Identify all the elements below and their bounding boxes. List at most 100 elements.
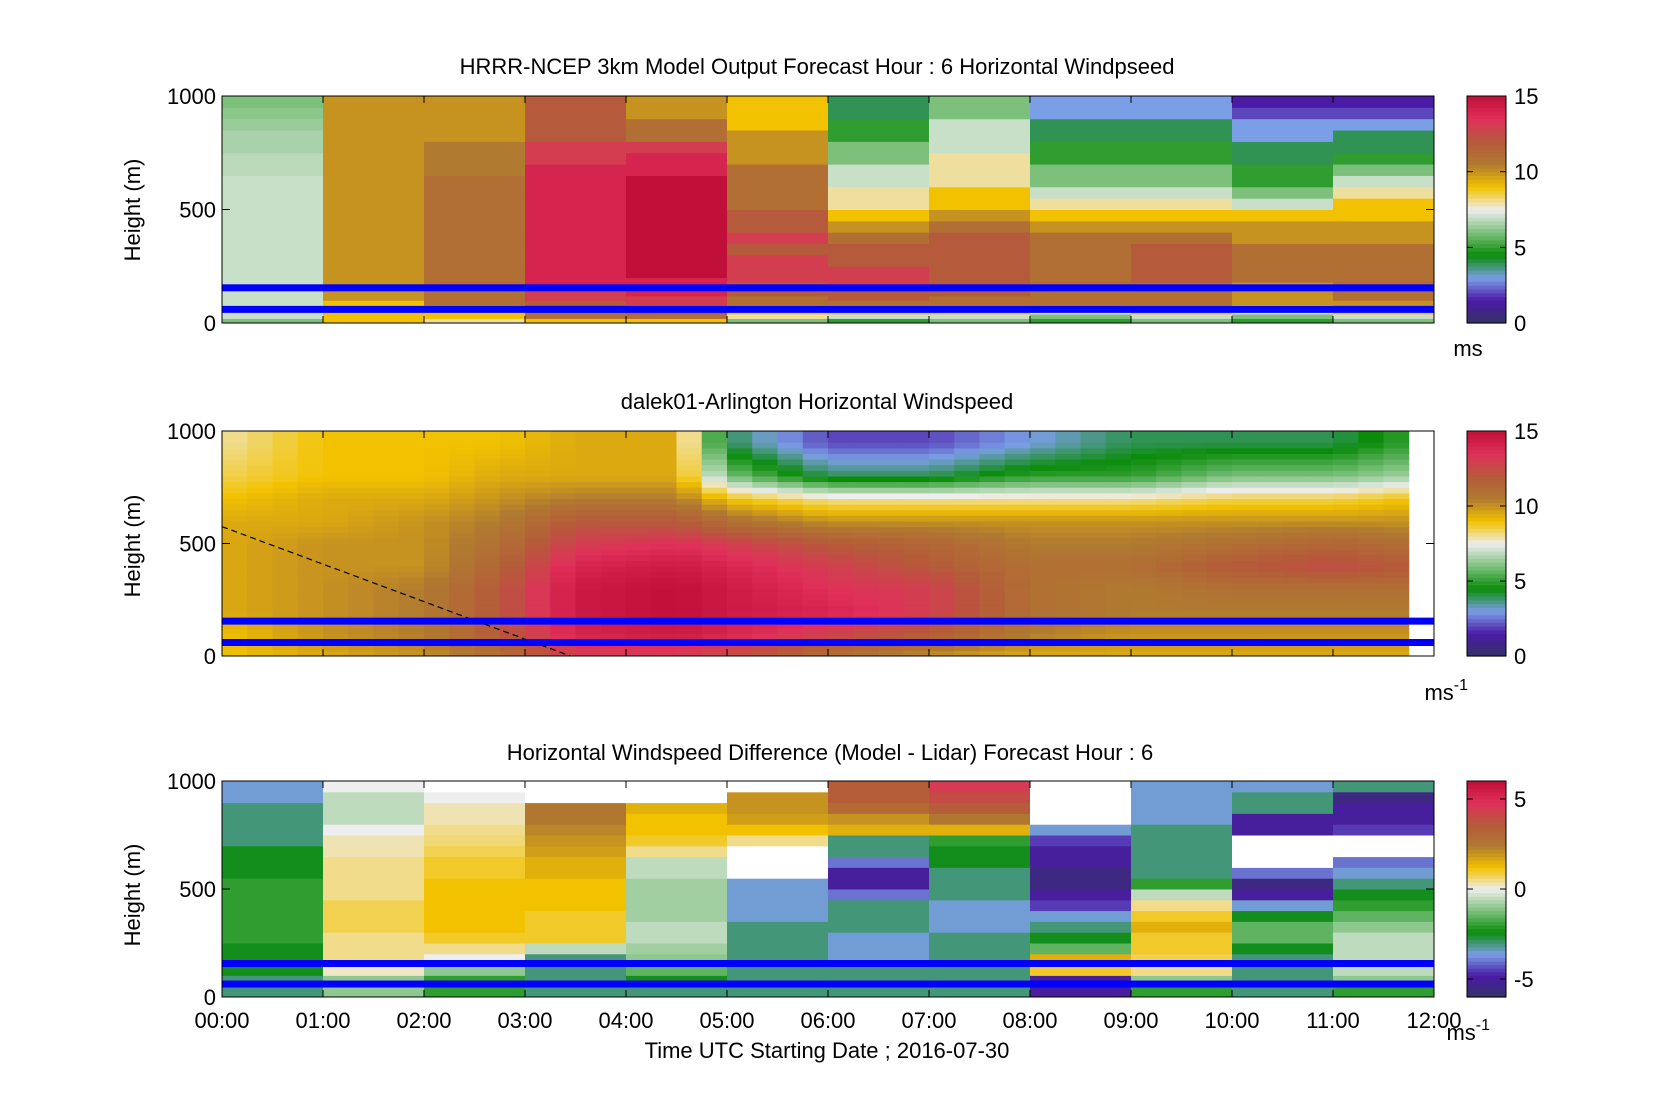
heatmap-cell bbox=[424, 633, 450, 640]
heatmap-cell bbox=[626, 644, 652, 651]
heatmap-cell bbox=[777, 622, 804, 629]
heatmap-cell bbox=[1257, 627, 1283, 634]
heatmap-cell bbox=[853, 611, 879, 618]
heatmap-cell bbox=[777, 577, 804, 584]
heatmap-cell bbox=[802, 633, 829, 640]
colorbar-segment bbox=[1467, 806, 1506, 811]
heatmap-cell bbox=[828, 605, 854, 612]
colorbar-segment bbox=[1467, 622, 1506, 627]
heatmap-cell bbox=[297, 532, 324, 539]
heatmap-cell bbox=[323, 599, 349, 606]
colorbar-segment bbox=[1467, 251, 1506, 256]
heatmap-cell bbox=[929, 318, 1031, 324]
heatmap-cell bbox=[550, 633, 576, 640]
heatmap-cell bbox=[929, 266, 1031, 279]
heatmap-cell bbox=[499, 650, 526, 657]
heatmap-cell bbox=[1131, 313, 1233, 319]
heatmap-cell bbox=[1004, 442, 1031, 449]
heatmap-cell bbox=[247, 459, 273, 466]
heatmap-cell bbox=[424, 442, 450, 449]
heatmap-cell bbox=[727, 588, 753, 595]
heatmap-cell bbox=[1232, 459, 1258, 466]
heatmap-cell bbox=[1257, 549, 1283, 556]
heatmap-cell bbox=[575, 566, 602, 573]
heatmap-cell bbox=[626, 266, 728, 279]
heatmap-cell bbox=[1333, 605, 1359, 612]
heatmap-cell bbox=[323, 476, 349, 483]
heatmap-cell bbox=[701, 644, 728, 651]
heatmap-cell bbox=[752, 504, 778, 511]
heatmap-cell bbox=[550, 487, 576, 494]
heatmap-cell bbox=[247, 588, 273, 595]
heatmap-cell bbox=[1004, 487, 1031, 494]
heatmap-cell bbox=[676, 504, 703, 511]
heatmap-cell bbox=[424, 845, 526, 858]
colorbar-tick-label: 0 bbox=[1514, 644, 1526, 669]
heatmap-cell bbox=[828, 824, 930, 836]
heatmap-cell bbox=[929, 464, 955, 471]
colorbar-segment bbox=[1467, 932, 1506, 937]
heatmap-cell bbox=[752, 650, 778, 657]
heatmap-cell bbox=[297, 543, 324, 550]
heatmap-cell bbox=[1282, 582, 1309, 589]
heatmap-cell bbox=[1004, 509, 1031, 516]
heatmap-cell bbox=[600, 627, 627, 634]
heatmap-cell bbox=[651, 627, 677, 634]
heatmap-cell bbox=[802, 509, 829, 516]
heatmap-cell bbox=[1131, 118, 1233, 131]
heatmap-cell bbox=[272, 481, 299, 488]
heatmap-cell bbox=[525, 487, 551, 494]
heatmap-cell bbox=[272, 532, 299, 539]
heatmap-cell bbox=[323, 232, 425, 245]
heatmap-cell bbox=[1131, 560, 1157, 567]
panel-model-ylabel: Height (m) bbox=[120, 159, 145, 262]
heatmap-cell bbox=[979, 566, 1006, 573]
heatmap-cell bbox=[979, 515, 1006, 522]
heatmap-cell bbox=[929, 509, 955, 516]
heatmap-cell bbox=[424, 96, 526, 108]
heatmap-cell bbox=[1257, 605, 1283, 612]
y-tick-label: 1000 bbox=[167, 84, 216, 109]
colorbar-segment bbox=[1467, 539, 1506, 545]
heatmap-cell bbox=[1232, 431, 1258, 438]
colorbar-segment bbox=[1467, 532, 1506, 537]
heatmap-cell bbox=[777, 470, 804, 477]
heatmap-cell bbox=[1333, 802, 1435, 814]
heatmap-cell bbox=[1181, 605, 1208, 612]
heatmap-cell bbox=[1232, 889, 1334, 901]
heatmap-cell bbox=[727, 96, 829, 108]
heatmap-cell bbox=[499, 431, 526, 438]
colorbar-segment bbox=[1467, 164, 1506, 169]
heatmap-cell bbox=[474, 515, 501, 522]
heatmap-cell bbox=[676, 459, 703, 466]
heatmap-cell bbox=[247, 504, 273, 511]
heatmap-cell bbox=[777, 605, 804, 612]
heatmap-cell bbox=[297, 509, 324, 516]
heatmap-cell bbox=[297, 644, 324, 651]
heatmap-cell bbox=[398, 554, 425, 561]
heatmap-cell bbox=[222, 318, 324, 324]
heatmap-cell bbox=[929, 537, 955, 544]
heatmap-cell bbox=[727, 141, 829, 154]
heatmap-cell bbox=[1080, 459, 1107, 466]
heatmap-cell bbox=[1105, 470, 1132, 477]
heatmap-cell bbox=[777, 599, 804, 606]
heatmap-cell bbox=[1030, 791, 1132, 804]
heatmap-cell bbox=[727, 318, 829, 324]
heatmap-cell bbox=[222, 481, 248, 488]
heatmap-cell bbox=[1333, 447, 1359, 454]
colorbar-segment bbox=[1467, 235, 1506, 241]
heatmap-cell bbox=[1282, 554, 1309, 561]
heatmap-cell bbox=[676, 554, 703, 561]
heatmap-cell bbox=[1004, 554, 1031, 561]
heatmap-cell bbox=[499, 470, 526, 477]
heatmap-cell bbox=[1307, 453, 1334, 460]
heatmap-cell bbox=[1030, 532, 1056, 539]
heatmap-cell bbox=[1131, 594, 1157, 601]
heatmap-cell bbox=[828, 560, 854, 567]
heatmap-cell bbox=[424, 599, 450, 606]
heatmap-cell bbox=[626, 232, 728, 245]
heatmap-cell bbox=[752, 476, 778, 483]
heatmap-cell bbox=[575, 644, 602, 651]
heatmap-cell bbox=[676, 476, 703, 483]
